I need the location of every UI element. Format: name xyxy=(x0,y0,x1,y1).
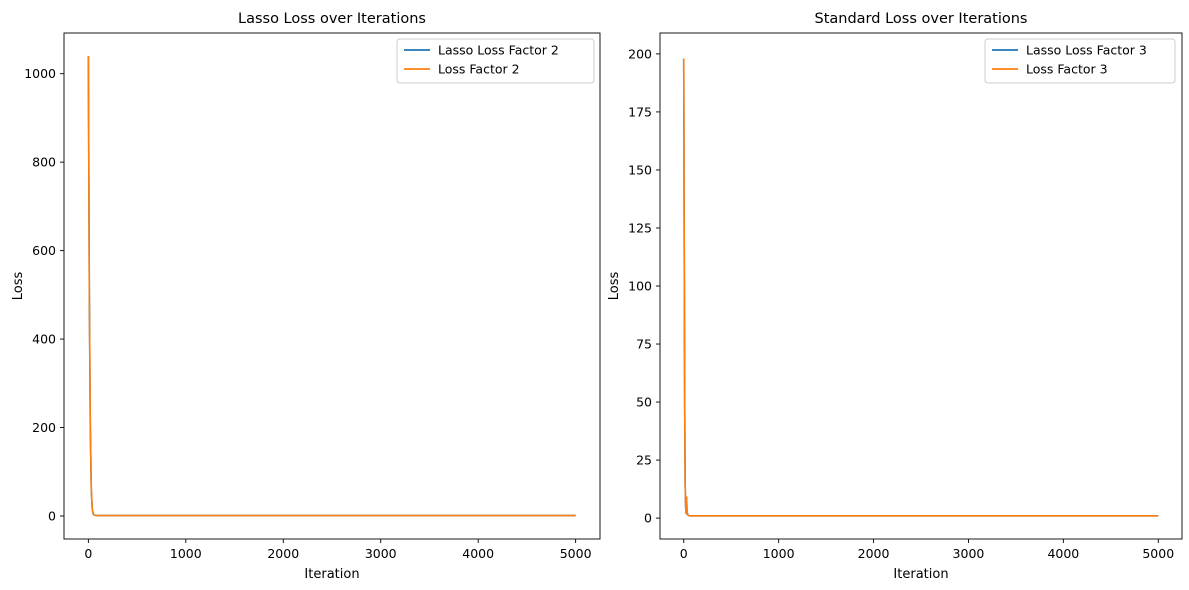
y-tick-label: 175 xyxy=(628,104,652,119)
x-axis-label: Iteration xyxy=(893,567,948,582)
x-tick-label: 1000 xyxy=(170,546,202,561)
x-tick-label: 3000 xyxy=(365,546,397,561)
y-tick-label: 400 xyxy=(32,332,56,347)
legend-label: Lasso Loss Factor 3 xyxy=(1026,43,1147,58)
plot-area: 0 1000 2000 3000 4000 5000 0 25 50 75 100 125 150 175… xyxy=(628,32,1183,561)
standard-loss-chart: Standard Loss over Iterations Iteration … xyxy=(607,11,1183,582)
y-tick-label: 800 xyxy=(32,155,56,170)
axes-frame xyxy=(63,32,601,540)
lasso-loss-chart: Lasso Loss over Iterations Iteration Los… xyxy=(11,11,601,582)
x-tick-label: 5000 xyxy=(560,546,592,561)
x-tick-label: 2000 xyxy=(858,546,890,561)
x-tick-label: 0 xyxy=(84,546,92,561)
x-tick-label: 2000 xyxy=(267,546,299,561)
y-tick-label: 150 xyxy=(628,162,652,177)
y-tick-label: 1000 xyxy=(24,66,56,81)
y-tick-label: 0 xyxy=(48,509,56,524)
legend-label: Loss Factor 3 xyxy=(1026,62,1108,77)
legend-label: Lasso Loss Factor 2 xyxy=(438,43,559,58)
y-tick-label: 125 xyxy=(628,220,652,235)
y-tick-label: 100 xyxy=(628,279,652,294)
legend: Lasso Loss Factor 3 Loss Factor 3 xyxy=(984,38,1176,84)
y-tick-label: 0 xyxy=(644,511,652,526)
chart-title: Lasso Loss over Iterations xyxy=(238,11,426,27)
x-tick-label: 1000 xyxy=(763,546,795,561)
x-tick-label: 4000 xyxy=(1047,546,1079,561)
series-line-1 xyxy=(87,55,576,517)
y-tick-label: 600 xyxy=(32,243,56,258)
y-tick-label: 25 xyxy=(636,453,652,468)
y-tick-label: 75 xyxy=(636,337,652,352)
legend-box xyxy=(984,38,1176,84)
y-tick-label: 50 xyxy=(636,395,652,410)
plot-area: 0 1000 2000 3000 4000 5000 0 200 400 600 800 1000 La… xyxy=(24,32,601,561)
series-line-1 xyxy=(682,58,1159,517)
x-tick-label: 4000 xyxy=(462,546,494,561)
legend-box xyxy=(396,38,595,84)
x-tick-label: 3000 xyxy=(953,546,985,561)
legend: Lasso Loss Factor 2 Loss Factor 2 xyxy=(396,38,595,84)
y-tick-label: 200 xyxy=(628,46,652,61)
x-tick-label: 5000 xyxy=(1142,546,1174,561)
y-axis-label: Loss xyxy=(11,272,26,301)
chart-title: Standard Loss over Iterations xyxy=(815,11,1028,27)
x-axis-label: Iteration xyxy=(304,567,359,582)
legend-label: Loss Factor 2 xyxy=(438,62,520,77)
x-tick-label: 0 xyxy=(680,546,688,561)
y-axis-label: Loss xyxy=(607,272,622,301)
y-tick-label: 200 xyxy=(32,420,56,435)
